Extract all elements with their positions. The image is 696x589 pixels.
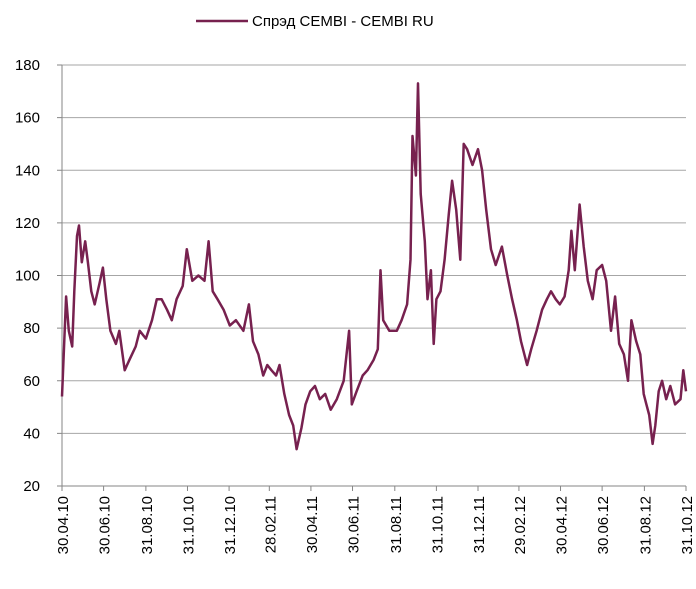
legend-item: Спрэд CEMBI - CEMBI RU — [196, 13, 434, 30]
y-tick-label: 160 — [15, 110, 40, 127]
x-tick-label: 30.06.12 — [595, 496, 612, 554]
x-tick-label: 31.08.10 — [139, 496, 156, 554]
y-tick-label: 40 — [23, 425, 40, 442]
y-tick-label: 140 — [15, 162, 40, 179]
x-tick-label: 31.08.11 — [388, 496, 405, 553]
x-tick-label: 31.12.10 — [222, 496, 239, 554]
x-tick-label: 31.10.10 — [180, 496, 197, 554]
x-tick-label: 31.12.11 — [471, 496, 488, 553]
x-tick-label: 31.08.12 — [637, 496, 654, 554]
x-tick-label: 28.02.11 — [262, 496, 279, 553]
x-tick-label: 31.10.11 — [429, 496, 446, 553]
x-tick-label: 30.04.10 — [55, 496, 72, 554]
y-tick-label: 120 — [15, 215, 40, 232]
data-line — [60, 82, 688, 451]
x-tick-label: 30.06.10 — [97, 496, 114, 554]
x-tick-label: 30.06.11 — [346, 496, 363, 553]
legend-label: Спрэд CEMBI - CEMBI RU — [252, 13, 434, 30]
x-tick-label: 30.04.12 — [554, 496, 571, 554]
y-tick-label: 60 — [23, 373, 40, 390]
y-tick-label: 100 — [15, 268, 40, 285]
y-tick-label: 180 — [15, 57, 40, 74]
x-tick-label: 29.02.12 — [512, 496, 529, 554]
y-tick-label: 80 — [23, 320, 40, 337]
y-tick-label: 20 — [23, 478, 40, 495]
x-tick-label: 30.04.11 — [304, 496, 321, 553]
x-tick-label: 31.10.12 — [679, 496, 696, 554]
